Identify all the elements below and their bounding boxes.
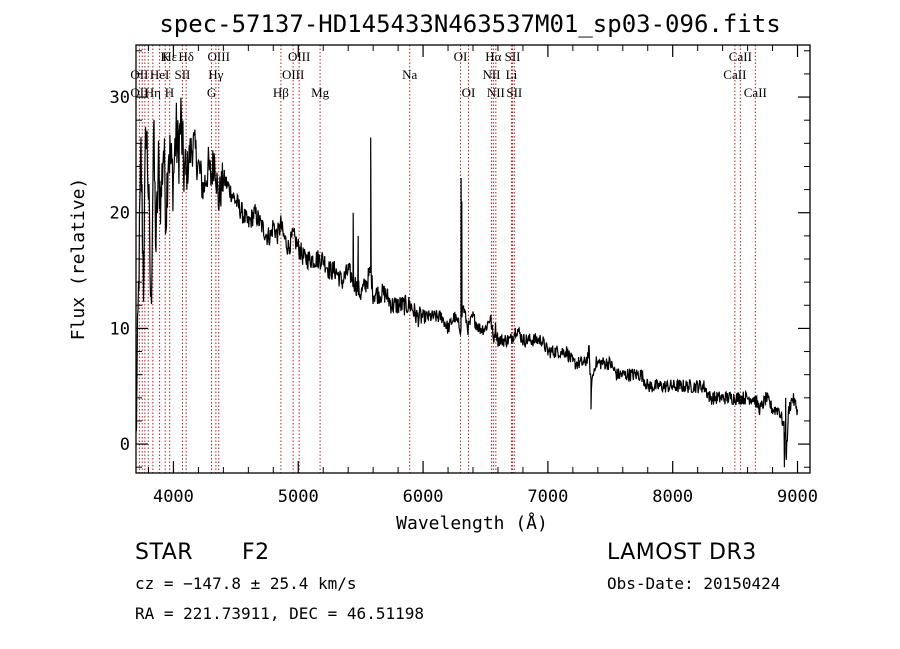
- object-subclass: F2: [242, 540, 270, 565]
- x-tick-label: 5000: [278, 487, 319, 507]
- line-label: G: [207, 85, 216, 100]
- line-label: HeI: [150, 67, 170, 82]
- y-axis: 0 10 20 30: [110, 50, 810, 468]
- survey-name: LAMOST DR3: [607, 540, 757, 565]
- line-label: OI: [462, 85, 476, 100]
- x-axis-label: Wavelength (Å): [396, 512, 548, 534]
- plot-frame: [135, 44, 811, 474]
- x-tick-label: 7000: [527, 487, 568, 507]
- line-label: H: [165, 85, 174, 100]
- line-label: SII: [506, 85, 522, 100]
- line-label: OIII: [282, 67, 304, 82]
- x-axis: 4000 5000 6000 7000 8000 9000: [147, 45, 818, 507]
- x-tick-label: 8000: [652, 487, 693, 507]
- line-label: CaII: [744, 85, 767, 100]
- line-label: CaII: [723, 67, 746, 82]
- line-label: K: [161, 49, 171, 64]
- line-label: CaII: [729, 49, 752, 64]
- y-axis-label: Flux (relative): [68, 178, 89, 341]
- line-label: Hη: [145, 85, 161, 100]
- y-tick-label: 0: [120, 435, 130, 455]
- line-label: Hγ: [208, 67, 223, 82]
- redshift-cz: cz = −147.8 ± 25.4 km/s: [135, 574, 357, 593]
- line-label: OII: [130, 85, 148, 100]
- line-label: OII: [130, 67, 148, 82]
- line-label: OI: [454, 49, 468, 64]
- line-label: SII: [174, 67, 190, 82]
- spectral-line-markers: [138, 45, 756, 473]
- line-label: NII: [487, 85, 505, 100]
- line-label: Na: [402, 67, 417, 82]
- line-label: OIII: [288, 49, 310, 64]
- line-label: NII: [482, 67, 500, 82]
- line-label: Mg: [311, 85, 330, 100]
- x-tick-label: 4000: [153, 487, 194, 507]
- y-tick-label: 30: [110, 88, 130, 108]
- chart-title: spec-57137-HD145433N463537M01_sp03-096.f…: [159, 10, 780, 38]
- observation-date: Obs-Date: 20150424: [607, 574, 781, 593]
- x-tick-label: 9000: [777, 487, 818, 507]
- line-label: Hα: [485, 49, 501, 64]
- line-label: OIII: [208, 49, 230, 64]
- y-tick-label: 10: [110, 319, 130, 339]
- line-label: Hβ: [273, 85, 289, 100]
- line-label: SII: [505, 49, 521, 64]
- object-type: STAR: [135, 540, 194, 565]
- line-label: Hδ: [178, 49, 194, 64]
- y-tick-label: 20: [110, 204, 130, 224]
- ra-dec-coordinates: RA = 221.73911, DEC = 46.51198: [135, 604, 424, 623]
- line-label: Li: [506, 67, 518, 82]
- x-tick-label: 6000: [403, 487, 444, 507]
- spectrum-line: [135, 97, 799, 468]
